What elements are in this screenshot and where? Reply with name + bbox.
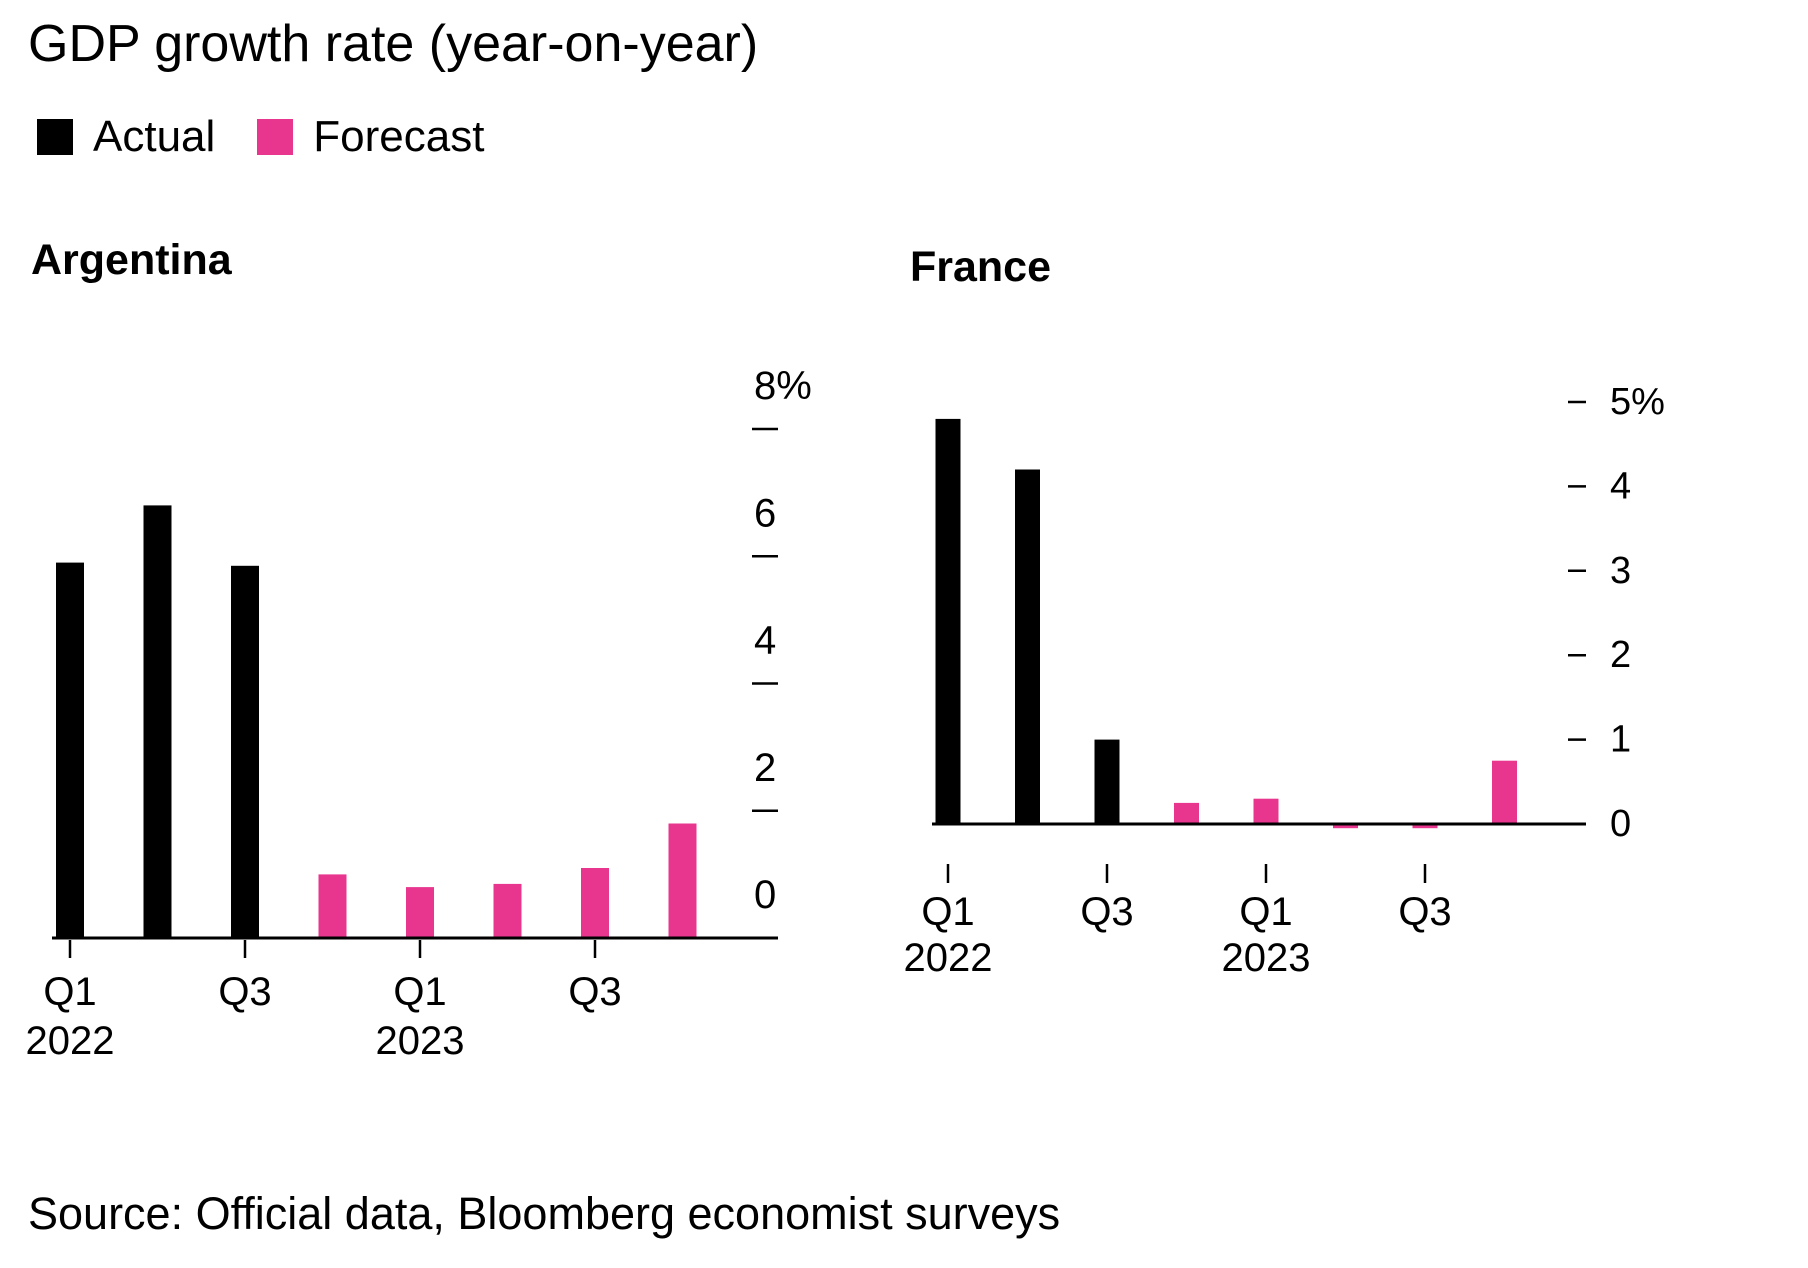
- chart-title: GDP growth rate (year-on-year): [28, 15, 759, 73]
- argentina-y-tick-label-4: 8%: [754, 364, 812, 408]
- france-bar-actual-1: [1015, 469, 1040, 824]
- panel-title-france: France: [910, 243, 1052, 291]
- france-x-tick-label-3: Q3: [1398, 890, 1451, 934]
- argentina-x-tick-label-0: Q1: [43, 970, 96, 1014]
- argentina-bar-forecast-7: [668, 823, 697, 938]
- argentina-x-tick-label-1: Q3: [218, 970, 271, 1014]
- france-bar-forecast-6: [1412, 824, 1438, 829]
- legend-swatch-actual: [37, 119, 73, 155]
- france-y-tick-label-3: 3: [1610, 550, 1631, 592]
- france-y-tick-label-5: 5%: [1610, 381, 1665, 423]
- france-bar-forecast-4: [1253, 798, 1279, 824]
- france-x-year-label-2: 2023: [1222, 936, 1311, 980]
- argentina-bar-forecast-3: [318, 874, 347, 938]
- argentina-y-tick-label-2: 4: [754, 619, 776, 663]
- france-y-tick-label-0: 0: [1610, 803, 1631, 845]
- legend-label-actual: Actual: [93, 112, 216, 161]
- france-x-tick-label-2: Q1: [1239, 890, 1292, 934]
- france-y-tick-label-2: 2: [1610, 634, 1631, 676]
- argentina-bar-actual-2: [231, 565, 259, 938]
- argentina-bar-actual-0: [56, 562, 84, 938]
- france-bar-forecast-5: [1333, 824, 1358, 829]
- argentina-y-tick-label-3: 6: [754, 491, 776, 535]
- france-bar-actual-2: [1094, 739, 1120, 824]
- argentina-x-year-label-0: 2022: [26, 1019, 115, 1063]
- panel-title-argentina: Argentina: [31, 236, 232, 284]
- argentina-bar-forecast-5: [493, 883, 522, 938]
- argentina-bar-actual-1: [143, 505, 172, 938]
- argentina-y-tick-label-1: 2: [754, 746, 776, 790]
- argentina-x-year-label-2: 2023: [376, 1019, 465, 1063]
- legend-item-actual: Actual: [37, 112, 215, 162]
- argentina-bar-forecast-6: [581, 868, 609, 938]
- france-bar-forecast-7: [1492, 760, 1517, 824]
- argentina-x-tick-label-2: Q1: [393, 970, 446, 1014]
- argentina-x-tick-label-3: Q3: [568, 970, 621, 1014]
- france-x-tick-label-1: Q3: [1080, 890, 1133, 934]
- france-x-year-label-0: 2022: [904, 936, 993, 980]
- legend-swatch-forecast: [257, 119, 294, 155]
- france-y-tick-label-4: 4: [1610, 465, 1631, 507]
- legend-item-forecast: Forecast: [257, 112, 484, 162]
- france-bar-actual-0: [935, 418, 961, 824]
- france-bar-forecast-3: [1174, 802, 1199, 824]
- legend-label-forecast: Forecast: [313, 112, 485, 161]
- argentina-y-tick-label-0: 0: [754, 873, 776, 917]
- legend: Actual Forecast: [37, 112, 526, 162]
- argentina-bar-forecast-4: [406, 887, 434, 938]
- source-note: Source: Official data, Bloomberg economi…: [28, 1188, 1061, 1239]
- france-y-tick-label-1: 1: [1610, 719, 1631, 761]
- france-x-tick-label-0: Q1: [921, 890, 974, 934]
